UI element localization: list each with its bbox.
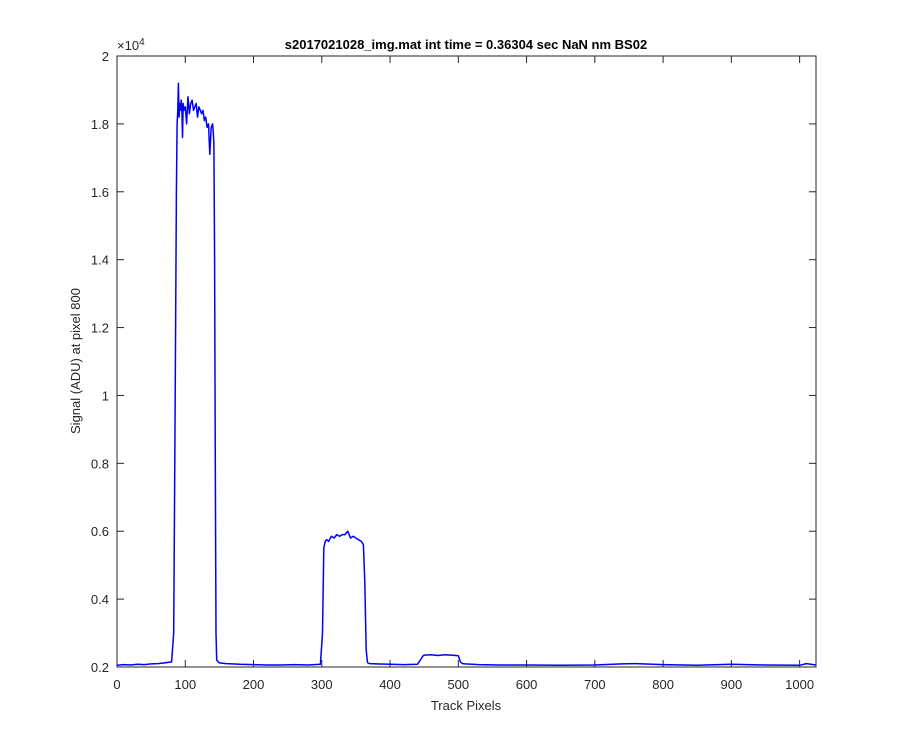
y-multiplier-base: ×10: [117, 38, 139, 53]
y-tick-label: 1.6: [91, 185, 109, 200]
x-tick-label: 900: [721, 677, 743, 692]
x-tick-label: 800: [652, 677, 674, 692]
x-tick-label: 0: [113, 677, 120, 692]
x-tick-label: 500: [447, 677, 469, 692]
y-tick-label: 2: [102, 49, 109, 64]
plot-area-border: [116, 55, 817, 668]
x-tick-label: 700: [584, 677, 606, 692]
series-lines: [116, 82, 817, 667]
y-tick-label: 0.4: [91, 592, 109, 607]
x-tick-label: 300: [311, 677, 333, 692]
x-axis-label: Track Pixels: [431, 698, 502, 713]
y-tick-label: 0.8: [91, 456, 109, 471]
y-tick-label: 0.2: [91, 660, 109, 675]
y-tick-label: 1.4: [91, 253, 109, 268]
y-axis-multiplier: ×104: [117, 37, 145, 53]
y-tick-label: 1: [102, 388, 109, 403]
signal-series-line: [116, 82, 817, 667]
x-tick-label: 400: [379, 677, 401, 692]
chart-title: s2017021028_img.mat int time = 0.36304 s…: [285, 37, 647, 52]
x-tick-label: 200: [243, 677, 265, 692]
plot-area-background: [117, 56, 816, 667]
y-tick-label: 1.2: [91, 321, 109, 336]
y-multiplier-exponent: 4: [139, 37, 145, 48]
x-tick-label: 1000: [785, 677, 814, 692]
y-tick-label: 0.6: [91, 524, 109, 539]
x-tick-label: 100: [174, 677, 196, 692]
x-tick-label: 600: [516, 677, 538, 692]
tick-labels: 0 100 200 300 400 500 600 700 800 900 1000 0.2 0.4 0.…: [91, 49, 814, 692]
y-axis-label: Signal (ADU) at pixel 800: [68, 288, 83, 434]
y-tick-label: 1.8: [91, 117, 109, 132]
